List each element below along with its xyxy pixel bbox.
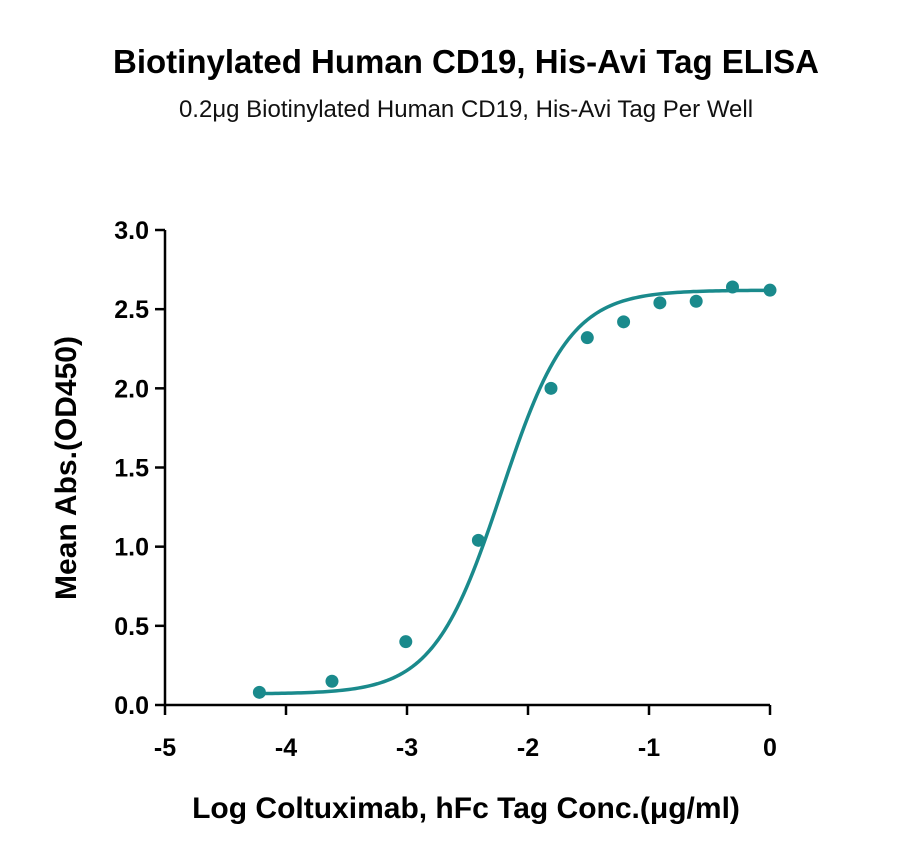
data-point	[653, 296, 667, 310]
chart-title: Biotinylated Human CD19, His-Avi Tag ELI…	[113, 43, 819, 80]
x-tick-label: -5	[154, 734, 176, 762]
y-tick-label: 0.5	[114, 613, 149, 641]
data-point	[399, 635, 413, 649]
data-point	[763, 283, 777, 297]
y-tick-label: 1.0	[114, 534, 149, 562]
data-point	[252, 685, 266, 699]
y-tick-label: 1.5	[114, 455, 149, 483]
y-tick-label: 2.5	[114, 296, 149, 324]
y-axis-label: Mean Abs.(OD450)	[50, 336, 83, 600]
x-axis-label: Log Coltuximab, hFc Tag Conc.(μg/ml)	[192, 792, 740, 825]
x-tick-label: -1	[638, 734, 660, 762]
x-tick-label: -4	[275, 734, 297, 762]
data-point	[725, 280, 739, 294]
chart-subtitle: 0.2μg Biotinylated Human CD19, His-Avi T…	[179, 96, 753, 123]
data-point	[689, 294, 703, 308]
data-point	[580, 331, 594, 345]
x-tick-label: -3	[396, 734, 418, 762]
fit-curve	[257, 288, 772, 696]
data-point	[617, 315, 631, 329]
data-point	[471, 533, 485, 547]
data-point	[544, 381, 558, 395]
x-tick-label: 0	[763, 734, 777, 762]
x-tick-label: -2	[517, 734, 539, 762]
data-point	[325, 674, 339, 688]
y-tick-label: 2.0	[114, 375, 149, 403]
y-tick-label: 3.0	[114, 217, 149, 245]
y-tick-label: 0.0	[114, 692, 149, 720]
plot-area: 0.0 0.5 1.0 1.5 2.0 2.5 3.0 -5 -4 -3 -2 -1 0	[114, 217, 777, 762]
